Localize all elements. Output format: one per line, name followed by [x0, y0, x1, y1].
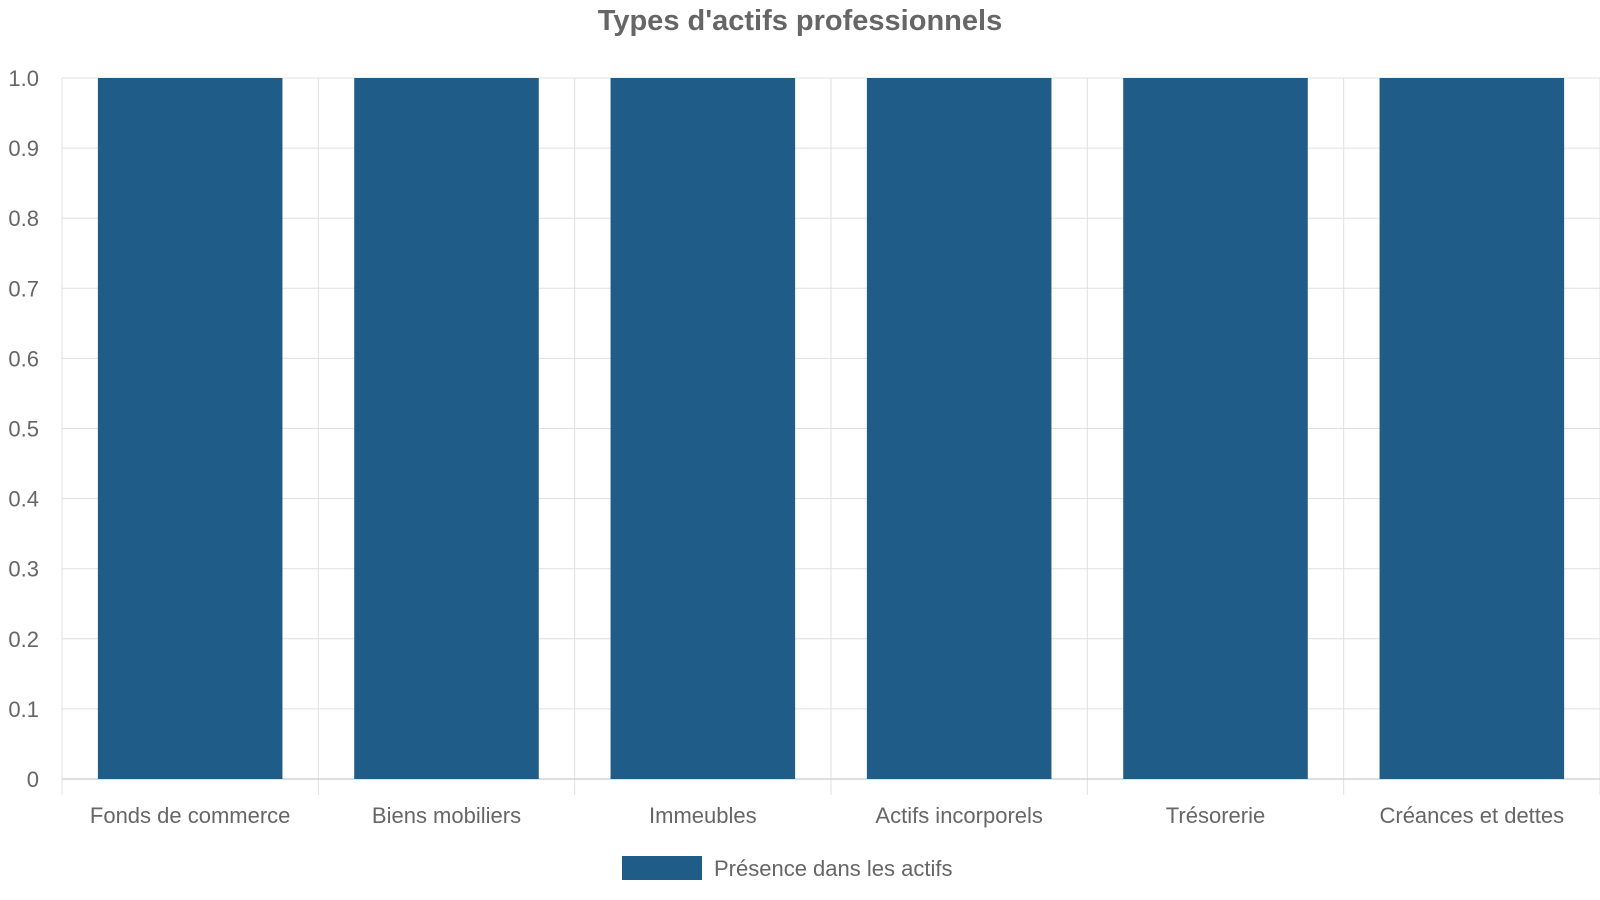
bar[interactable] [610, 78, 796, 779]
y-tick-label: 0.2 [8, 627, 39, 652]
bar[interactable] [354, 78, 539, 779]
x-tick-label: Fonds de commerce [90, 803, 291, 828]
y-tick-label: 0.8 [8, 206, 39, 231]
y-tick-label: 0 [27, 767, 39, 792]
y-tick-label: 0.7 [8, 276, 39, 301]
bar[interactable] [97, 78, 283, 779]
x-tick-label: Trésorerie [1166, 803, 1265, 828]
bar[interactable] [866, 78, 1052, 779]
legend-label: Présence dans les actifs [714, 856, 952, 881]
y-axis-ticks: 0 0.1 0.2 0.3 0.4 0.5 0.6 0.7 0.8 0.9 1.0 [8, 66, 39, 792]
legend-swatch [622, 856, 702, 880]
bars [97, 78, 1565, 779]
bar[interactable] [1379, 78, 1565, 779]
x-tick-label: Créances et dettes [1379, 803, 1564, 828]
x-tick-label: Biens mobiliers [372, 803, 521, 828]
x-axis-labels: Fonds de commerce Biens mobiliers Immeuble… [90, 803, 1564, 828]
y-tick-label: 0.6 [8, 346, 39, 371]
y-tick-label: 0.1 [8, 697, 39, 722]
y-tick-label: 0.9 [8, 136, 39, 161]
x-tick-label: Actifs incorporels [875, 803, 1043, 828]
legend: Présence dans les actifs [622, 856, 952, 881]
y-tick-label: 0.3 [8, 557, 39, 582]
y-tick-label: 1.0 [8, 66, 39, 91]
x-tick-label: Immeubles [649, 803, 757, 828]
y-tick-label: 0.5 [8, 417, 39, 442]
grid [61, 77, 1600, 795]
bar[interactable] [1123, 78, 1308, 779]
y-tick-label: 0.4 [8, 487, 39, 512]
chart-title: Types d'actifs professionnels [598, 5, 1002, 37]
